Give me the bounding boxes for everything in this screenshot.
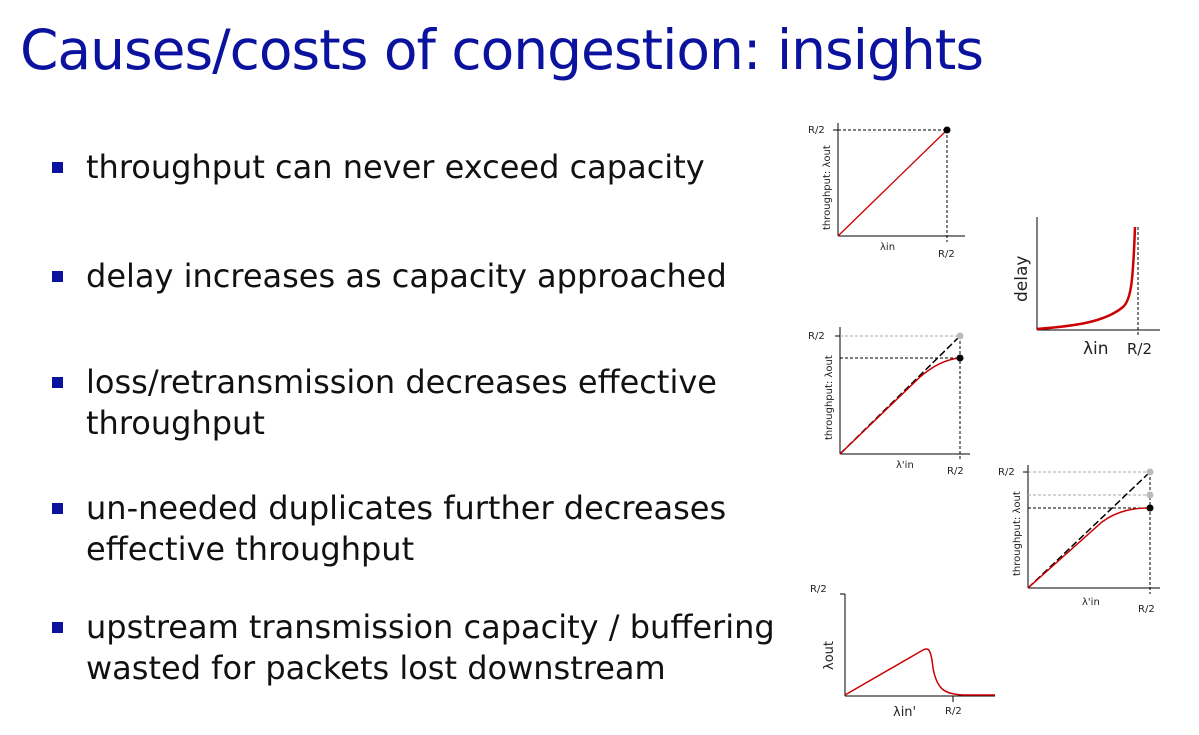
delay-figure: delay λin R/2 <box>1012 217 1160 359</box>
ideal-dashed-line <box>1027 471 1151 589</box>
bullet-marker <box>52 162 63 173</box>
throughput-curve <box>839 357 961 455</box>
bullet-delay: delay increases as capacity approached <box>52 256 812 297</box>
bullet-marker <box>52 271 63 282</box>
loss-throughput-figure: R/2 throughput: λout λ'in R/2 <box>808 327 970 477</box>
xtick-label: R/2 <box>1138 604 1155 615</box>
throughput-curve <box>837 129 948 237</box>
x-axis-label: λin <box>880 242 895 253</box>
throughput-curve <box>1027 507 1151 589</box>
bullet-marker <box>52 377 63 388</box>
bullet-text: delay increases as capacity approached <box>86 257 727 295</box>
ideal-point <box>956 332 964 340</box>
x-axis-label: λ'in <box>896 460 914 471</box>
bullet-marker <box>52 503 63 514</box>
ideal-dashed-line <box>839 335 961 455</box>
throughput-curve <box>844 648 995 696</box>
bullet-text: loss/retransmission decreases effective … <box>86 363 717 442</box>
bullet-text: upstream transmission capacity / bufferi… <box>86 608 775 687</box>
x-axis-label: λ'in <box>1082 597 1100 608</box>
ytick-label: R/2 <box>808 125 825 136</box>
bullet-marker <box>52 622 63 633</box>
ytick-label: R/2 <box>810 584 827 595</box>
y-axis-label: throughput: λout <box>1012 491 1023 576</box>
duplicates-throughput-figure: R/2 throughput: λout λ'in R/2 <box>998 465 1160 615</box>
bullet-throughput-capacity: throughput can never exceed capacity <box>52 147 812 188</box>
ytick-label: R/2 <box>808 331 825 342</box>
upstream-waste-figure: R/2 λout λin' R/2 <box>810 584 995 720</box>
xtick-label: R/2 <box>1127 340 1152 358</box>
bullet-text: throughput can never exceed capacity <box>86 148 705 186</box>
y-axis-label: throughput: λout <box>824 355 835 440</box>
xtick-label: R/2 <box>947 466 964 477</box>
x-axis-label: λin' <box>893 705 916 720</box>
effective-point <box>956 354 964 362</box>
effective-point <box>1146 504 1154 512</box>
throughput-figure: R/2 throughput: λout λin R/2 <box>808 123 965 260</box>
capacity-point <box>943 126 951 134</box>
ideal-point <box>1146 468 1154 476</box>
bullet-text: un-needed duplicates further decreases e… <box>86 489 727 568</box>
x-axis-label: λin <box>1083 339 1109 359</box>
y-axis-label: throughput: λout <box>822 145 833 230</box>
bullet-duplicates: un-needed duplicates further decreases e… <box>52 488 772 570</box>
y-axis-label: λout <box>822 641 837 670</box>
ytick-label: R/2 <box>998 467 1015 478</box>
y-axis-label: delay <box>1012 256 1032 302</box>
bullet-loss-retransmission: loss/retransmission decreases effective … <box>52 362 772 444</box>
slide-title: Causes/costs of congestion: insights <box>20 18 984 82</box>
bullet-upstream-waste: upstream transmission capacity / bufferi… <box>52 607 812 689</box>
delay-curve <box>1036 226 1137 331</box>
xtick-label: R/2 <box>938 249 955 260</box>
retransmit-point <box>1146 491 1154 499</box>
xtick-label: R/2 <box>945 706 962 717</box>
